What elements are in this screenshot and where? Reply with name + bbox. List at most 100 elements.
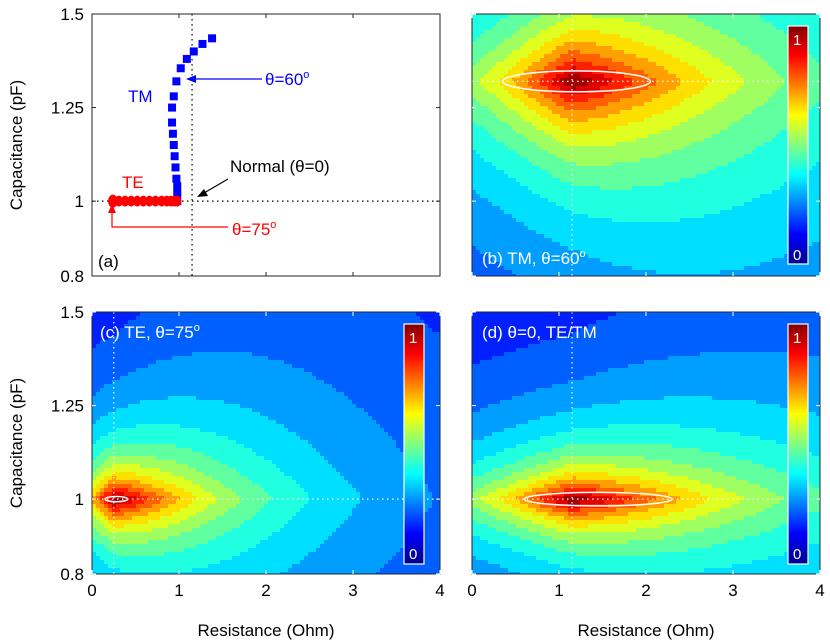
heatmap-cell: [496, 102, 501, 107]
heatmap-cell: [648, 122, 653, 127]
heatmap-cell: [524, 14, 529, 19]
heatmap-cell: [608, 54, 613, 59]
heatmap-cell: [472, 34, 477, 39]
heatmap-cell: [728, 110, 733, 115]
heatmap-cell: [592, 74, 597, 79]
heatmap-cell: [616, 106, 621, 111]
heatmap-cell: [488, 138, 493, 143]
heatmap-cell: [680, 62, 685, 67]
heatmap-cell: [692, 54, 697, 59]
heatmap-cell: [668, 14, 673, 19]
heatmap-cell: [768, 42, 773, 47]
heatmap-cell: [732, 34, 737, 39]
heatmap-cell: [556, 214, 561, 219]
heatmap-cell: [532, 114, 537, 119]
heatmap-cell: [652, 158, 657, 163]
heatmap-cell: [688, 174, 693, 179]
heatmap-cell: [664, 54, 669, 59]
heatmap-cell: [708, 14, 713, 19]
heatmap-cell: [544, 102, 549, 107]
heatmap-cell: [472, 46, 477, 51]
te-marker: [114, 195, 124, 207]
heatmap-cell: [676, 66, 681, 71]
heatmap-cell: [752, 194, 757, 199]
heatmap-cell: [488, 82, 493, 87]
heatmap-cell: [528, 158, 533, 163]
heatmap-cell: [676, 154, 681, 159]
heatmap-cell: [528, 54, 533, 59]
heatmap-cell: [584, 58, 589, 63]
heatmap-cell: [668, 174, 673, 179]
heatmap-cell: [564, 238, 569, 243]
heatmap-cell: [604, 62, 609, 67]
heatmap-cell: [740, 162, 745, 167]
heatmap-cell: [600, 74, 605, 79]
panel-a: TM TE θ=60o Normal (θ=0) θ=75o (a): [91, 13, 441, 277]
heatmap-cell: [500, 114, 505, 119]
heatmap-cell: [512, 154, 517, 159]
heatmap-cell: [732, 122, 737, 127]
heatmap-cell: [636, 222, 641, 227]
heatmap-cell: [504, 26, 509, 31]
heatmap-cell: [752, 86, 757, 91]
heatmap-cell: [532, 206, 537, 211]
heatmap-cell: [652, 18, 657, 23]
heatmap-cell: [484, 218, 489, 223]
heatmap-cell: [516, 54, 521, 59]
heatmap-cell: [568, 78, 573, 83]
heatmap-cell: [704, 190, 709, 195]
heatmap-cell: [584, 106, 589, 111]
heatmap-cell: [632, 98, 637, 103]
heatmap-cell: [576, 234, 581, 239]
heatmap-cell: [724, 130, 729, 135]
heatmap-cell: [476, 186, 481, 191]
heatmap-cell: [664, 78, 669, 83]
heatmap-cell: [748, 230, 753, 235]
heatmap-cell: [660, 122, 665, 127]
heatmap-cell: [780, 110, 785, 115]
heatmap-cell: [536, 238, 541, 243]
heatmap-cell: [588, 102, 593, 107]
heatmap-cell: [568, 198, 573, 203]
heatmap-cell: [728, 94, 733, 99]
heatmap-cell: [720, 106, 725, 111]
heatmap-cell: [660, 86, 665, 91]
heatmap-cell: [616, 26, 621, 31]
heatmap-cell: [548, 94, 553, 99]
heatmap-cell: [640, 206, 645, 211]
heatmap-cell: [472, 98, 477, 103]
heatmap-cell: [712, 110, 717, 115]
heatmap-cell: [520, 122, 525, 127]
heatmap-cell: [696, 90, 701, 95]
heatmap-cell: [648, 134, 653, 139]
heatmap-cell: [564, 122, 569, 127]
heatmap-cell: [760, 14, 765, 19]
heatmap-cell: [740, 58, 745, 63]
heatmap-cell: [752, 186, 757, 191]
heatmap-cell: [568, 206, 573, 211]
heatmap-cell: [508, 210, 513, 215]
heatmap-cell: [716, 78, 721, 83]
heatmap-cell: [628, 226, 633, 231]
heatmap-cell: [640, 30, 645, 35]
heatmap-cell: [592, 150, 597, 155]
heatmap-cell: [684, 66, 689, 71]
heatmap-cell: [492, 226, 497, 231]
heatmap-cell: [604, 210, 609, 215]
heatmap-cell: [816, 182, 820, 187]
heatmap-cell: [632, 62, 637, 67]
heatmap-cell: [664, 102, 669, 107]
heatmap-cell: [756, 114, 761, 119]
heatmap-cell: [584, 186, 589, 191]
heatmap-cell: [652, 206, 657, 211]
heatmap-cell: [572, 134, 577, 139]
heatmap-cell: [772, 146, 777, 151]
heatmap-cell: [700, 74, 705, 79]
heatmap-cell: [736, 170, 741, 175]
heatmap-cell: [480, 102, 485, 107]
heatmap-cell: [744, 78, 749, 83]
heatmap-cell: [684, 126, 689, 131]
heatmap-cell: [700, 182, 705, 187]
heatmap-cell: [596, 150, 601, 155]
heatmap-cell: [528, 62, 533, 67]
